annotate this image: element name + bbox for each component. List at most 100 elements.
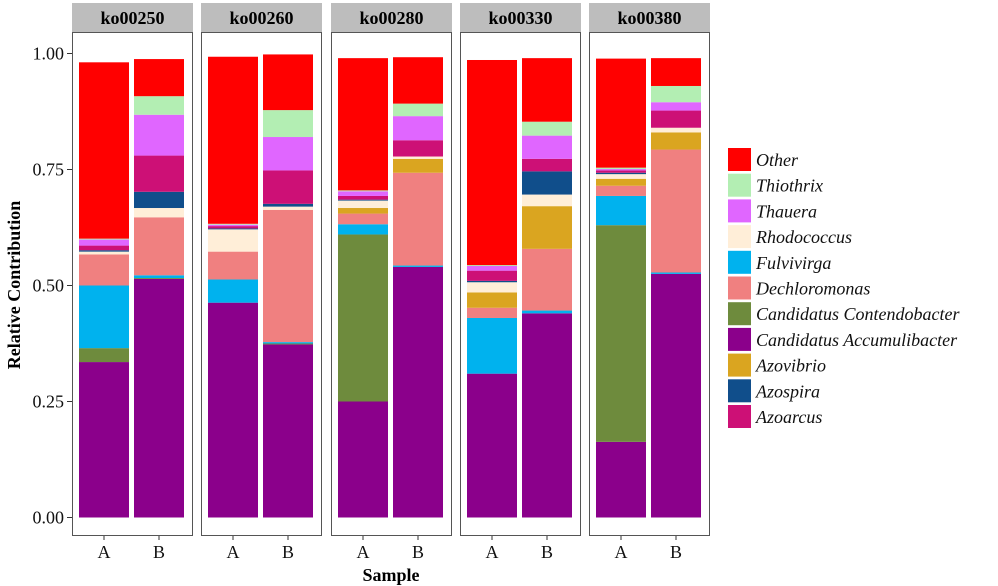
bar-segment xyxy=(467,282,517,293)
bar-segment xyxy=(467,59,517,266)
y-tick-label: 0.75 xyxy=(33,160,65,180)
bar-segment xyxy=(467,292,517,308)
x-tick-label: B xyxy=(153,542,165,562)
legend-key xyxy=(728,353,751,377)
y-axis: 0.00 0.25 0.50 0.75 1.00 xyxy=(33,44,72,528)
facet-title: ko00380 xyxy=(617,8,681,28)
bar-segment xyxy=(134,279,184,518)
x-tick-label: A xyxy=(486,542,499,562)
legend-entry: Azospira xyxy=(728,379,820,403)
legend-label: Candidatus Contendobacter xyxy=(756,304,960,324)
legend-label: Rhodococcus xyxy=(755,227,852,247)
bar-segment xyxy=(338,200,388,209)
bar-segment xyxy=(79,238,129,240)
legend-entry: Other xyxy=(728,148,799,171)
bar-segment xyxy=(338,191,388,196)
bar-segment xyxy=(263,342,313,344)
legend-label: Azospira xyxy=(755,381,820,401)
bar-segment xyxy=(263,54,313,111)
facet-panel: ko00330 A B xyxy=(460,3,581,562)
bar-segment xyxy=(651,273,701,518)
bar-segment xyxy=(263,206,313,210)
facet-strip xyxy=(72,3,193,32)
bar-segment xyxy=(522,194,572,207)
legend-key xyxy=(728,405,751,428)
bar-segment xyxy=(522,121,572,136)
bar-segment xyxy=(393,172,443,266)
bar-segment xyxy=(467,265,517,267)
legend-label: Thauera xyxy=(756,201,817,221)
bar-segment xyxy=(393,57,443,104)
bar-segment xyxy=(134,278,184,280)
legend-key xyxy=(728,302,751,326)
bar-segment xyxy=(338,208,388,214)
facet-strip xyxy=(589,3,710,32)
bar-segment xyxy=(596,441,646,518)
bar-segment xyxy=(467,317,517,374)
facet-strip xyxy=(460,3,581,32)
legend-entry: Rhodococcus xyxy=(728,225,852,249)
bar-segment xyxy=(467,270,517,281)
bar-segment xyxy=(263,137,313,171)
panel-border xyxy=(331,32,452,536)
legend-key xyxy=(728,199,751,223)
panel-border xyxy=(460,32,581,536)
bar-segment xyxy=(467,266,517,271)
bar-segment xyxy=(393,140,443,157)
bar-segment xyxy=(651,149,701,273)
legend-key xyxy=(728,327,751,351)
panel-border xyxy=(201,32,322,536)
bar-segment xyxy=(596,195,646,226)
bar-segment xyxy=(79,245,129,251)
facet-title: ko00280 xyxy=(359,8,423,28)
bar-segment xyxy=(79,62,129,239)
bar-segment xyxy=(338,234,388,402)
bar-segment xyxy=(522,248,572,311)
bar-segment xyxy=(208,223,258,225)
bar-segment xyxy=(338,213,388,225)
bar-segment xyxy=(338,199,388,201)
legend-entry: Dechloromonas xyxy=(728,276,870,300)
y-tick-label: 0.00 xyxy=(33,508,65,528)
bar-segment xyxy=(134,191,184,209)
legend-entry: Thiothrix xyxy=(728,173,823,197)
bar-segment xyxy=(651,102,701,111)
facet-panel: ko00260 A B xyxy=(201,3,322,562)
bar-segment xyxy=(393,266,443,518)
facet-strip xyxy=(201,3,322,32)
bar-segment xyxy=(393,103,443,117)
bar-segment xyxy=(522,58,572,122)
bar-segment xyxy=(596,178,646,186)
legend-entry: Azovibrio xyxy=(728,353,826,377)
legend-entry: Azoarcus xyxy=(728,405,822,428)
y-tick-label: 0.25 xyxy=(33,392,65,412)
legend: Other Thiothrix Thauera Rhodococcus Fulvivir… xyxy=(728,148,960,428)
bar-segment xyxy=(263,170,313,204)
x-tick-label: B xyxy=(412,542,424,562)
legend-entry: Candidatus Accumulibacter xyxy=(728,327,958,351)
bar-segment xyxy=(596,185,646,196)
bar-segment xyxy=(79,239,129,246)
bar-segment xyxy=(263,110,313,138)
legend-label: Dechloromonas xyxy=(755,279,870,299)
facet-panel: ko00280 A B xyxy=(331,3,452,562)
bar-segment xyxy=(79,254,129,286)
facet-title: ko00330 xyxy=(488,8,552,28)
bar-segment xyxy=(208,279,258,303)
legend-entry: Fulvivirga xyxy=(728,250,831,274)
x-tick-label: A xyxy=(227,542,240,562)
bar-segment xyxy=(79,348,129,363)
bar-segment xyxy=(338,58,388,191)
bar-segment xyxy=(134,208,184,218)
legend-label: Candidatus Accumulibacter xyxy=(756,330,958,350)
bar-segment xyxy=(208,302,258,518)
legend-entry: Candidatus Contendobacter xyxy=(728,302,960,326)
bar-segment xyxy=(651,110,701,128)
legend-key xyxy=(728,148,751,171)
facet-panel: ko00250 A B xyxy=(72,3,193,562)
legend-key xyxy=(728,250,751,274)
bar-segment xyxy=(522,158,572,172)
bar-segment xyxy=(208,228,258,230)
bar-segment xyxy=(651,85,701,103)
bar-segment xyxy=(208,229,258,252)
